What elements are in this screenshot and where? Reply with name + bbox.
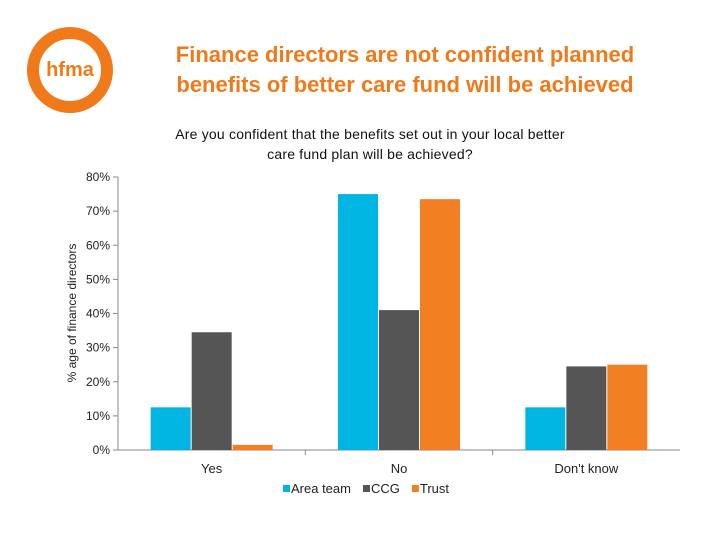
hfma-logo: hfma (27, 27, 113, 113)
bar-ccg (566, 366, 607, 450)
legend-swatch (362, 485, 370, 492)
legend-label: CCG (371, 481, 400, 496)
y-tick-label: 70% (86, 204, 110, 218)
legend-swatch (283, 485, 290, 492)
legend-label: Area team (291, 481, 351, 496)
chart-title: Are you confident that the benefits set … (175, 126, 565, 162)
y-tick-label: 40% (86, 307, 110, 321)
bar-trust (607, 364, 648, 450)
legend-swatch (411, 485, 419, 492)
bar-area-team (150, 407, 191, 450)
logo-ring (27, 27, 113, 113)
bar-area-team (338, 194, 378, 450)
y-tick-label: 80% (86, 170, 110, 184)
chart-bars (150, 194, 648, 450)
x-tick-label: Don't know (554, 461, 619, 476)
bar-area-team (525, 407, 566, 450)
y-axis-label: % age of finance directors (65, 244, 79, 383)
y-tick-label: 50% (86, 272, 110, 286)
chart-axes: 0% 10% 20% 30% 40% 50% 60% 70% 80% Yes No Don't kno… (86, 170, 680, 476)
x-tick-label: No (391, 461, 408, 476)
chart-legend: Area team CCG Trust (283, 481, 449, 496)
bar-trust (420, 199, 460, 450)
y-tick-label: 60% (86, 238, 110, 252)
logo-text: hfma (46, 59, 95, 81)
bar-ccg (379, 310, 419, 450)
y-tick-label: 20% (86, 375, 110, 389)
bar-trust (232, 444, 273, 450)
y-tick-label: 0% (93, 443, 111, 457)
x-tick-label: Yes (201, 461, 223, 476)
legend-label: Trust (420, 481, 450, 496)
y-tick-label: 30% (86, 341, 110, 355)
bar-ccg (191, 332, 232, 450)
y-tick-label: 10% (86, 409, 110, 423)
slide-title: Finance directors are not confident plan… (175, 42, 635, 97)
